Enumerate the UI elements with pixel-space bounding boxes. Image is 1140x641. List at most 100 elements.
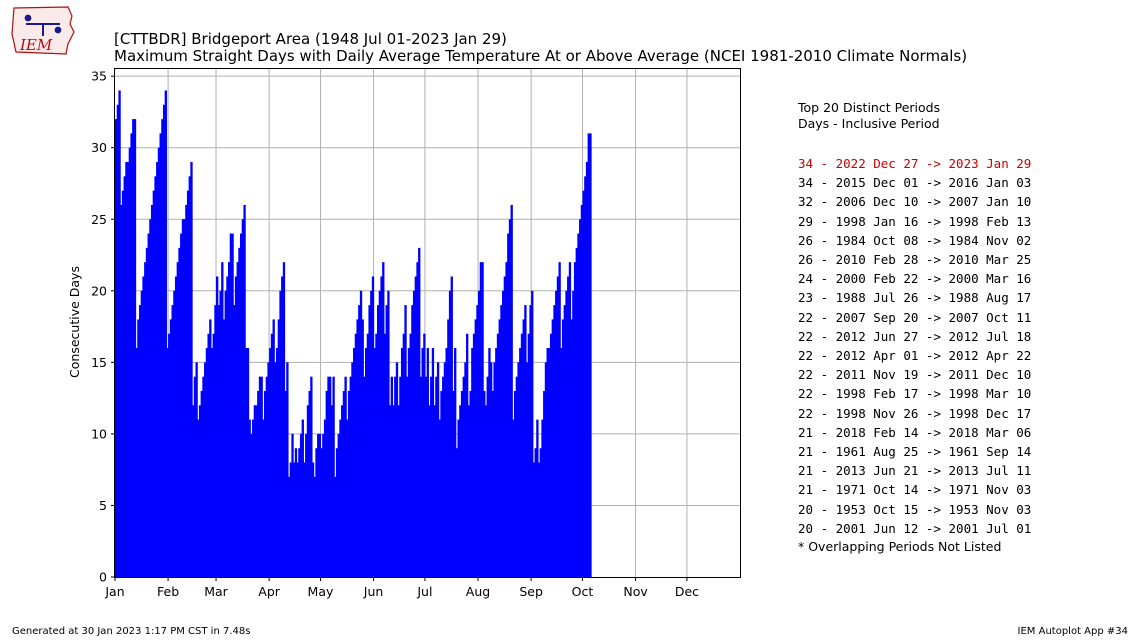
bar: [361, 319, 364, 577]
bar: [454, 348, 457, 577]
bar: [447, 319, 450, 577]
bar: [383, 333, 387, 577]
bar: [436, 362, 440, 577]
bar: [460, 390, 464, 577]
bar: [356, 319, 359, 577]
bar: [121, 190, 125, 578]
period-entry: 34 - 2015 Dec 01 -> 2016 Jan 03: [798, 175, 1032, 191]
bar: [524, 305, 527, 577]
bar: [531, 290, 534, 577]
bar: [358, 305, 361, 577]
bar: [313, 476, 316, 577]
bar: [157, 147, 161, 577]
bar: [457, 419, 460, 577]
bar: [287, 476, 291, 577]
bar: [505, 262, 508, 577]
bar: [419, 376, 423, 577]
bar: [222, 319, 226, 577]
bar: [147, 233, 150, 577]
bar: [418, 247, 421, 578]
bar: [269, 348, 272, 577]
bar: [448, 290, 452, 577]
bar: [537, 462, 541, 577]
bar: [255, 405, 258, 577]
bar: [496, 333, 500, 577]
bar: [579, 219, 582, 577]
bar: [529, 305, 532, 577]
bar: [341, 405, 344, 577]
bar: [442, 376, 445, 577]
period-entry: 20 - 2001 Jun 12 -> 2001 Jul 01: [798, 520, 1032, 536]
bar: [395, 362, 399, 577]
bar: [402, 333, 405, 577]
bar: [426, 348, 429, 577]
bar: [183, 219, 186, 577]
bar: [115, 119, 118, 578]
bar: [241, 219, 245, 577]
bar: [308, 390, 311, 577]
bar: [342, 390, 346, 577]
bar: [204, 362, 207, 577]
plot-frame: [114, 68, 741, 578]
bar: [144, 262, 147, 577]
bar: [171, 305, 174, 577]
bar: [181, 219, 185, 577]
bar: [303, 462, 306, 577]
bar: [284, 390, 287, 577]
bar: [370, 290, 373, 577]
bar: [368, 305, 371, 577]
bar: [375, 333, 378, 577]
bar: [180, 233, 183, 577]
footer-generated: Generated at 30 Jan 2023 1:17 PM CST in …: [12, 626, 251, 637]
bar: [349, 376, 352, 577]
bar: [560, 348, 563, 577]
bar: [527, 333, 530, 577]
bar: [452, 390, 455, 577]
bar: [210, 348, 214, 577]
bar: [161, 119, 164, 578]
x-tick-label: Jul: [416, 584, 432, 599]
bar: [438, 419, 441, 577]
bar: [322, 433, 325, 577]
bar: [353, 348, 356, 577]
bar: [190, 162, 193, 577]
bar: [561, 319, 565, 577]
bar: [483, 390, 486, 577]
x-tick-label: Oct: [572, 584, 594, 599]
bar: [243, 204, 246, 577]
bar: [515, 376, 518, 577]
bar: [327, 376, 330, 577]
bar: [536, 419, 539, 577]
bar: [329, 376, 332, 577]
bar: [589, 133, 592, 578]
bar: [450, 276, 453, 577]
bar: [198, 405, 202, 577]
bar: [544, 362, 548, 577]
bar: [260, 376, 263, 577]
bar: [551, 319, 554, 577]
bar: [318, 433, 322, 577]
bar: [248, 419, 251, 577]
bar: [332, 376, 335, 577]
bar: [380, 276, 383, 577]
bar: [212, 333, 215, 577]
period-entry: 29 - 1998 Jan 16 -> 1998 Feb 13: [798, 213, 1032, 229]
bar: [156, 162, 159, 577]
bar: [265, 376, 268, 577]
period-list: 34 - 2022 Dec 27 -> 2023 Jan 29 34 - 2015…: [798, 154, 1031, 538]
bar: [471, 348, 474, 577]
bar: [508, 219, 512, 577]
bar: [522, 319, 525, 577]
bar: [435, 376, 438, 577]
bar: [539, 448, 542, 577]
bar: [219, 290, 222, 577]
period-entry: 22 - 2012 Apr 01 -> 2012 Apr 22: [798, 348, 1032, 364]
bar: [366, 333, 370, 577]
bar: [205, 348, 209, 577]
period-entry: 22 - 1998 Nov 26 -> 1998 Dec 17: [798, 405, 1032, 421]
bar: [385, 305, 388, 577]
bar: [178, 247, 181, 578]
bar: [354, 333, 358, 577]
bar: [311, 462, 315, 577]
